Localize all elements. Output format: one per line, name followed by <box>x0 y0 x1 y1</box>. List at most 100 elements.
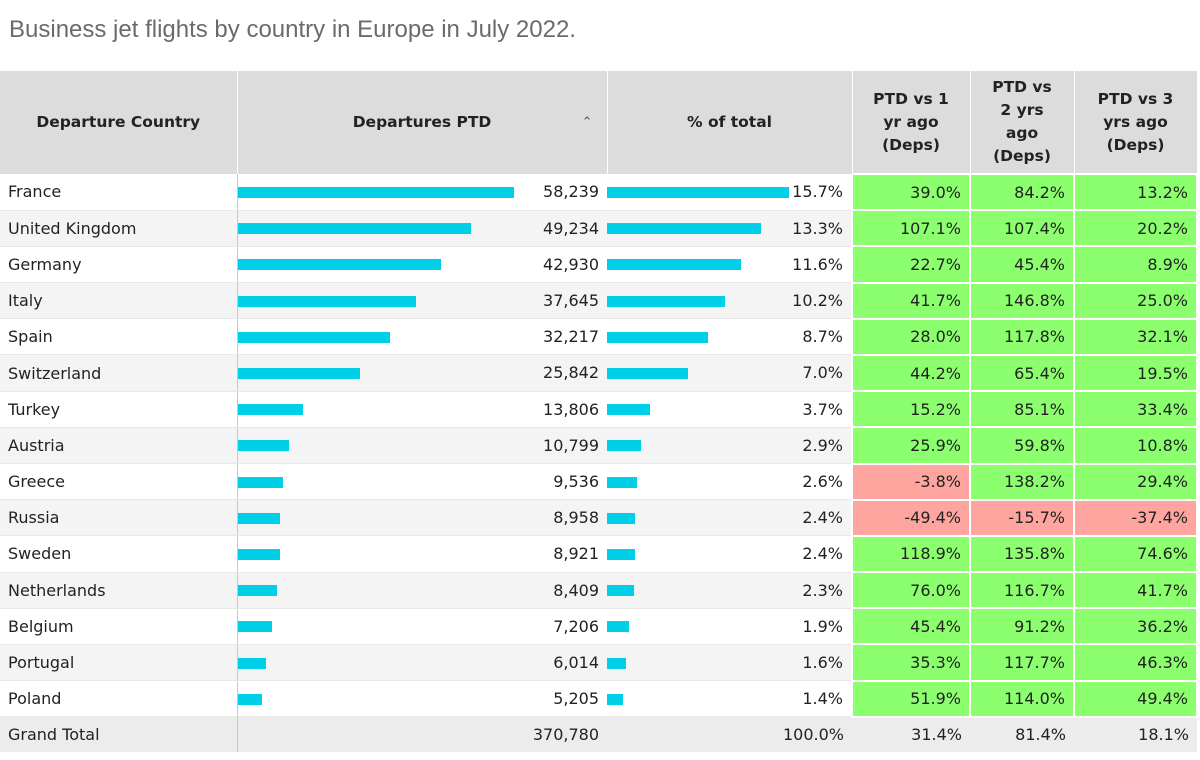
pct-total-bar <box>607 585 634 597</box>
pct-total-bar <box>607 693 624 705</box>
country-cell: United Kingdom <box>0 210 237 247</box>
pct-total-cell: 1.6% <box>607 644 852 682</box>
departures-bar <box>237 368 360 380</box>
vs3-cell: 36.2% <box>1073 607 1198 646</box>
departures-bar <box>237 259 441 271</box>
vs2-cell: 45.4% <box>969 245 1075 284</box>
departures-value: 42,930 <box>543 254 599 274</box>
departures-value: 49,234 <box>543 218 599 238</box>
country-cell: France <box>0 174 237 211</box>
country-cell: Austria <box>0 427 237 465</box>
pct-total-cell: 2.4% <box>607 535 852 573</box>
country-cell: Belgium <box>0 608 237 645</box>
table-row: Germany 42,930 11.6% 22.7% 45.4% 8.9% <box>0 245 1198 284</box>
departures-value: 25,842 <box>543 363 599 383</box>
departures-cell: 10,799 <box>236 427 607 465</box>
vs3-cell: 8.9% <box>1073 245 1198 284</box>
table-row: Belgium 7,206 1.9% 45.4% 91.2% 36.2% <box>0 607 1198 646</box>
vs2-cell: 107.4% <box>969 209 1075 248</box>
departures-cell: 8,409 <box>236 572 607 609</box>
country-cell: Switzerland <box>0 354 237 392</box>
pct-total-value: 15.7% <box>792 182 843 201</box>
pct-total-bar <box>607 548 635 560</box>
vs1-cell: 35.3% <box>851 643 971 682</box>
grand-total-vs1: 31.4% <box>852 716 970 752</box>
header-departures[interactable]: Departures PTD ⌃ <box>236 71 608 174</box>
header-pct-total[interactable]: % of total <box>607 71 853 174</box>
table-row: Austria 10,799 2.9% 25.9% 59.8% 10.8% <box>0 426 1198 465</box>
vs1-cell: -49.4% <box>851 498 971 537</box>
header-vs1[interactable]: PTD vs 1 yr ago (Deps) <box>852 71 971 174</box>
departures-cell: 49,234 <box>236 210 607 247</box>
header-vs2[interactable]: PTD vs 2 yrs ago (Deps) <box>970 71 1075 174</box>
vs1-cell: -3.8% <box>851 462 971 501</box>
table-row: Switzerland 25,842 7.0% 44.2% 65.4% 19.5% <box>0 353 1198 393</box>
table-row: France 58,239 15.7% 39.0% 84.2% 13.2% <box>0 172 1198 212</box>
header-vs2-line2: 2 yrs <box>1000 101 1044 119</box>
pct-total-bar <box>607 295 726 307</box>
vs2-cell: 85.1% <box>969 390 1075 429</box>
country-cell: Poland <box>0 680 237 718</box>
vs3-cell: 46.3% <box>1073 643 1198 682</box>
header-row: Departure Country Departures PTD ⌃ % of … <box>0 71 1198 174</box>
departures-value: 10,799 <box>543 435 599 455</box>
grand-total-row: Grand Total 370,780 100.0% 31.4% 81.4% 1… <box>0 716 1197 752</box>
pct-total-value: 1.9% <box>802 616 843 636</box>
vs1-cell: 28.0% <box>851 317 971 356</box>
pct-total-bar <box>607 368 689 380</box>
vs3-cell: 41.7% <box>1073 571 1198 610</box>
table-row: Sweden 8,921 2.4% 118.9% 135.8% 74.6% <box>0 534 1198 574</box>
vs1-cell: 41.7% <box>851 281 971 320</box>
country-cell: Sweden <box>0 535 237 573</box>
table-row: Italy 37,645 10.2% 41.7% 146.8% 25.0% <box>0 281 1198 320</box>
departures-value: 8,409 <box>553 580 599 600</box>
departures-value: 5,205 <box>553 689 599 709</box>
vs3-cell: 20.2% <box>1073 209 1198 248</box>
vs2-cell: 59.8% <box>969 426 1075 465</box>
departures-bar <box>237 657 266 669</box>
country-cell: Portugal <box>0 644 237 682</box>
pct-total-value: 1.4% <box>802 689 843 709</box>
pct-total-bar <box>607 440 641 452</box>
header-country[interactable]: Departure Country <box>0 71 238 174</box>
vs2-cell: 138.2% <box>969 462 1075 501</box>
header-vs3[interactable]: PTD vs 3 yrs ago (Deps) <box>1074 71 1198 174</box>
pct-total-cell: 2.4% <box>607 499 852 537</box>
pct-total-cell: 10.2% <box>607 282 852 320</box>
departures-cell: 13,806 <box>236 391 607 428</box>
vs1-cell: 15.2% <box>851 390 971 429</box>
vs3-cell: -37.4% <box>1073 498 1198 537</box>
grand-total-vs3: 18.1% <box>1074 716 1197 752</box>
pct-total-value: 13.3% <box>792 218 843 238</box>
departures-bar <box>237 548 280 560</box>
pct-total-bar <box>607 657 626 669</box>
vs2-cell: 114.0% <box>969 679 1075 718</box>
departures-bar <box>237 440 289 452</box>
country-cell: Russia <box>0 499 237 537</box>
vs2-cell: 65.4% <box>969 353 1075 393</box>
vs3-cell: 74.6% <box>1073 534 1198 574</box>
table-row: Greece 9,536 2.6% -3.8% 138.2% 29.4% <box>0 462 1198 501</box>
chevron-up-icon[interactable]: ⌃ <box>581 115 593 130</box>
pct-total-bar <box>607 223 762 235</box>
data-table-container: Departure Country Departures PTD ⌃ % of … <box>0 71 1200 752</box>
country-cell: Germany <box>0 246 237 284</box>
table-row: Netherlands 8,409 2.3% 76.0% 116.7% 41.7% <box>0 571 1198 610</box>
grand-total-departures: 370,780 <box>236 716 607 752</box>
table-row: Russia 8,958 2.4% -49.4% -15.7% -37.4% <box>0 498 1198 537</box>
departures-bar <box>237 693 263 705</box>
pct-total-value: 1.6% <box>802 652 843 672</box>
departures-cell: 6,014 <box>236 644 607 682</box>
pct-total-bar <box>607 512 635 524</box>
pct-total-value: 7.0% <box>802 363 843 383</box>
header-vs3-line1: PTD vs 3 <box>1097 89 1174 108</box>
pct-total-bar <box>607 259 742 271</box>
pct-total-value: 2.3% <box>802 580 843 600</box>
pct-total-value: 2.4% <box>802 544 843 564</box>
departures-value: 13,806 <box>543 399 599 419</box>
pct-total-cell: 2.3% <box>607 572 852 609</box>
departures-bar <box>237 621 272 633</box>
pct-total-bar <box>607 404 650 416</box>
chart-title: Business jet flights by country in Europ… <box>9 16 576 43</box>
departures-bar <box>237 585 278 597</box>
